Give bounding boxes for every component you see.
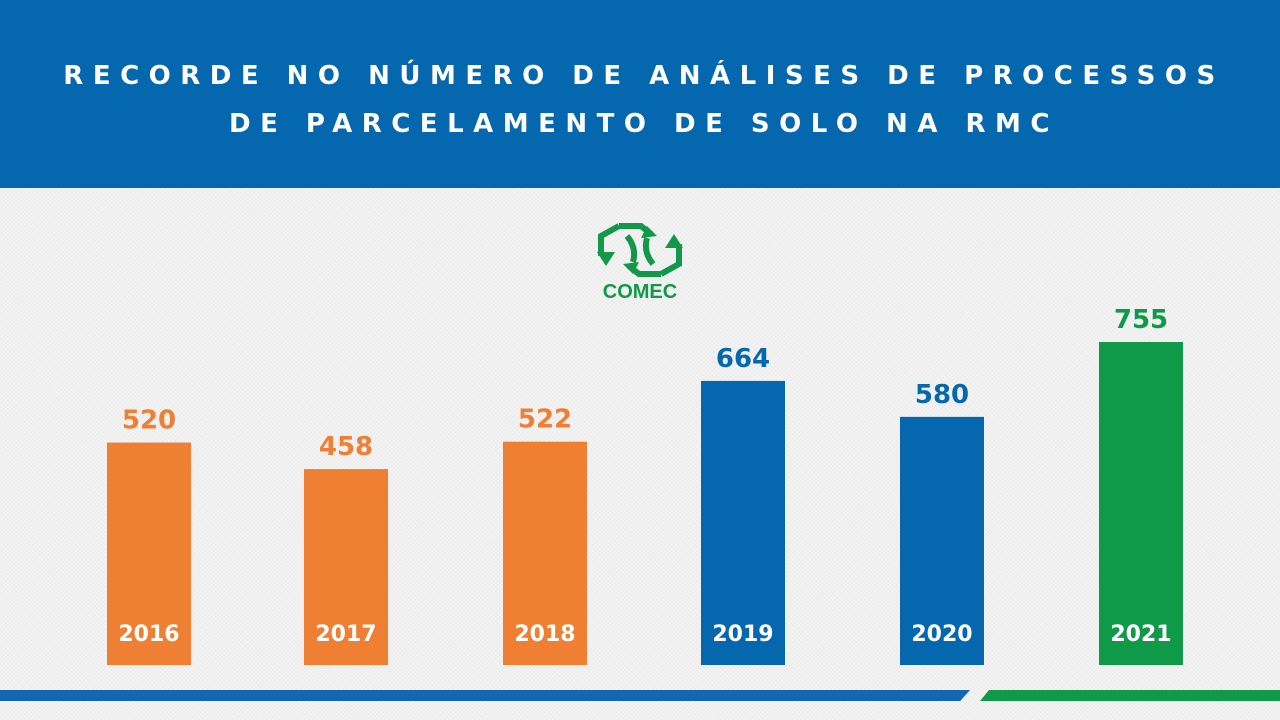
category-label-2019: 2019 bbox=[712, 622, 773, 647]
category-label-2017: 2017 bbox=[315, 622, 376, 647]
comec-arrows-logo-icon bbox=[597, 223, 683, 277]
bar-value-label-2018: 522 bbox=[518, 405, 572, 435]
footer-stripe-green bbox=[980, 690, 1280, 701]
bar-2019 bbox=[701, 380, 785, 665]
category-label-2020: 2020 bbox=[911, 622, 972, 647]
bar-value-label-2017: 458 bbox=[319, 432, 373, 462]
bar-value-label-2021: 755 bbox=[1114, 305, 1168, 335]
bar-value-label-2019: 664 bbox=[716, 344, 770, 374]
bar-2017 bbox=[304, 469, 388, 665]
comec-logo: COMEC bbox=[590, 222, 690, 312]
bar-2016 bbox=[107, 442, 191, 665]
bar-2020 bbox=[900, 416, 984, 665]
bar-2021 bbox=[1099, 342, 1183, 665]
category-label-2016: 2016 bbox=[118, 622, 179, 647]
logo-text: COMEC bbox=[602, 281, 678, 303]
footer-stripe-blue bbox=[0, 690, 970, 701]
category-label-2021: 2021 bbox=[1110, 622, 1171, 647]
title-line-2: DE PARCELAMENTO DE SOLO NA RMC bbox=[229, 109, 1059, 139]
category-label-2018: 2018 bbox=[514, 622, 575, 647]
header-banner: RECORDE NO NÚMERO DE ANÁLISES DE PROCESS… bbox=[0, 0, 1280, 188]
title-line-1: RECORDE NO NÚMERO DE ANÁLISES DE PROCESS… bbox=[63, 61, 1225, 91]
bar-2018 bbox=[503, 441, 587, 665]
bar-value-label-2020: 580 bbox=[915, 380, 969, 410]
bar-value-label-2016: 520 bbox=[122, 406, 176, 436]
